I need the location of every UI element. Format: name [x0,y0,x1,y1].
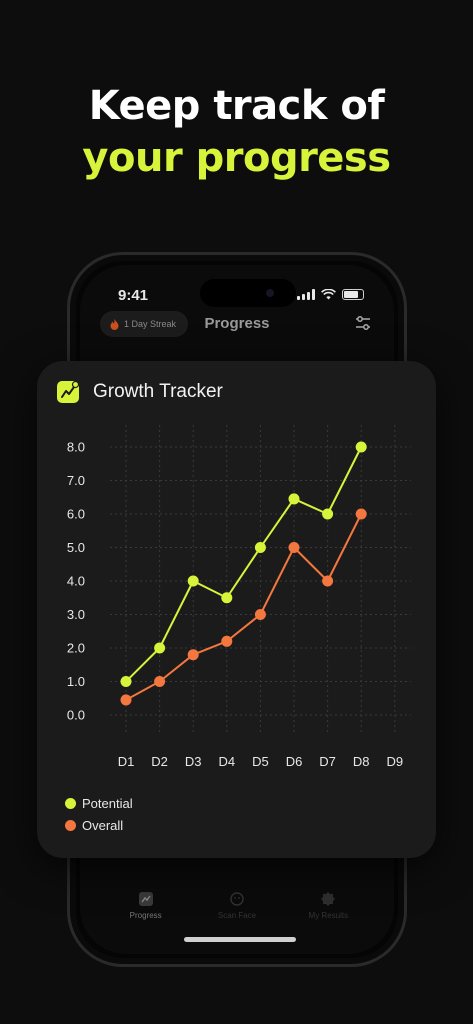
x-tick-label: D3 [185,754,202,769]
status-icons [297,289,364,300]
home-indicator [184,937,296,942]
x-tick-label: D7 [319,754,336,769]
face-scan-icon [230,892,244,906]
y-tick-label: 7.0 [67,473,85,488]
tab-my-results[interactable]: My Results [288,891,368,920]
growth-chart-icon [57,381,79,403]
data-point-potential [221,592,233,604]
data-point-overall [221,635,233,647]
badge-icon [321,892,336,906]
data-point-potential [154,642,166,654]
legend-item-potential: Potential [65,792,133,814]
x-tick-label: D1 [118,754,135,769]
status-time: 9:41 [118,287,149,304]
y-tick-label: 6.0 [67,507,85,522]
data-point-overall [120,694,132,706]
headline-line-2: your progress [82,135,391,181]
data-point-overall [322,575,334,587]
y-tick-label: 4.0 [67,574,85,589]
tab-label-my-results: My Results [308,911,349,920]
series-line-overall [125,513,363,701]
page-title: Progress [204,315,270,332]
y-tick-label: 2.0 [67,641,85,656]
data-point-potential [288,493,300,505]
card-title: Growth Tracker [93,381,223,402]
tab-label-progress: Progress [129,911,162,920]
y-tick-label: 0.0 [67,708,85,723]
x-tick-label: D8 [353,754,370,769]
tab-scan-face[interactable]: Scan Face [197,891,277,920]
streak-badge[interactable]: 1 Day Streak [100,311,189,337]
dynamic-island [200,279,296,307]
legend-label-potential: Potential [82,795,133,811]
legend-swatch-potential [65,797,76,809]
data-point-overall [187,649,199,661]
y-tick-label: 8.0 [67,440,85,455]
data-point-potential [120,676,132,687]
tab-label-scan-face: Scan Face [217,911,257,920]
x-tick-label: D5 [252,754,269,769]
data-point-overall [254,609,266,620]
tab-progress[interactable]: Progress [106,891,186,920]
x-tick-label: D2 [151,754,168,769]
legend-label-overall: Overall [82,817,124,833]
data-point-overall [355,508,367,520]
series-line-potential [125,446,363,683]
chart-icon [138,892,153,906]
y-tick-label: 3.0 [67,607,85,622]
data-point-potential [254,542,266,553]
streak-label: 1 Day Streak [124,319,177,329]
headline-line-1: Keep track of [88,83,385,129]
flame-icon [110,318,119,330]
battery-icon [342,289,364,300]
tab-bar: Progress Scan Face My Results [80,891,394,920]
filter-settings-icon[interactable] [354,314,372,332]
growth-line-chart: 0.0 1.0 2.0 3.0 4.0 5.0 6.0 7.0 8.0 D1 D2 D3 D4 D5 D6 D… [67,425,411,769]
cellular-signal-icon [297,289,315,300]
y-tick-label: 5.0 [67,540,85,555]
data-point-overall [288,542,300,553]
data-point-potential [187,575,199,587]
x-tick-label: D6 [286,754,303,769]
x-tick-label: D4 [218,754,235,769]
wifi-icon [321,289,336,300]
x-tick-label: D9 [386,754,403,769]
legend-swatch-overall [65,819,76,831]
y-tick-label: 1.0 [67,674,85,689]
growth-tracker-card: Growth Tracker 0.0 1.0 2.0 3.0 4.0 5.0 6.0 7.0 8… [37,361,436,858]
chart-legend: Potential Overall [65,792,133,836]
legend-item-overall: Overall [65,814,133,836]
headline: Keep track of your progress [0,80,473,184]
data-point-potential [322,508,334,520]
data-point-potential [355,441,367,453]
data-point-overall [154,676,166,687]
